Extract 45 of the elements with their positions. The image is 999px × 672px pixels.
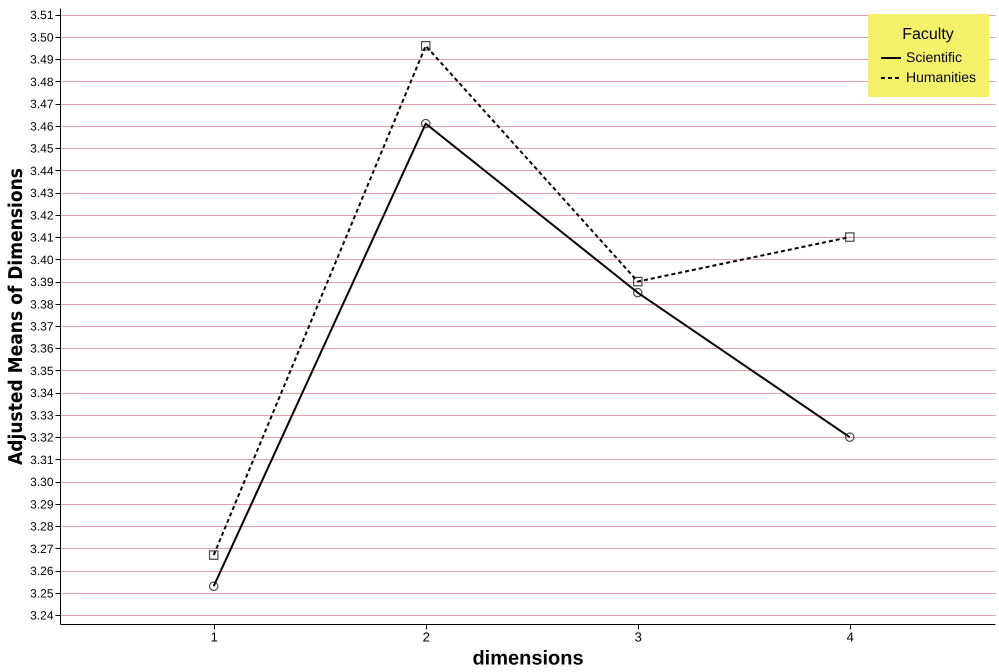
y-tick-label: 3.41 (30, 230, 54, 245)
y-tick-label: 3.24 (30, 608, 54, 623)
y-tick-label: 3.25 (30, 586, 54, 600)
y-tick-label: 3.45 (30, 142, 54, 156)
y-tick-label: 3.34 (30, 386, 54, 400)
y-tick-label: 3.29 (30, 497, 54, 512)
y-tick-label: 3.37 (30, 320, 54, 334)
point (208, 581, 218, 591)
y-tick-label: 3.51 (30, 8, 54, 22)
y-axis-title: Adjusted Means of Dimensions (5, 168, 28, 465)
point (632, 276, 643, 286)
y-tick-label: 3.49 (30, 52, 54, 67)
legend-label: Scientific (906, 49, 962, 65)
y-tick-label: 3.30 (30, 475, 54, 490)
legend-title: Faculty (902, 26, 954, 43)
point (420, 41, 431, 51)
y-tick-label: 3.28 (30, 520, 54, 534)
y-tick-label: 3.35 (30, 364, 54, 378)
x-tick-label: 4 (846, 630, 854, 644)
y-tick-label: 3.36 (30, 342, 54, 356)
y-tick-label: 3.40 (30, 252, 54, 267)
x-tick-label: 1 (210, 630, 218, 644)
x-axis-title: dimensions (472, 648, 584, 670)
y-tick-label: 3.44 (30, 164, 54, 178)
y-tick-label: 3.32 (30, 430, 54, 445)
point (632, 288, 643, 298)
y-tick-label: 3.46 (30, 119, 54, 134)
point (420, 118, 431, 128)
y-tick-label: 3.33 (30, 408, 54, 422)
y-tick-label: 3.42 (30, 208, 54, 222)
point (844, 432, 855, 442)
y-tick-label: 3.39 (30, 275, 54, 290)
point (844, 232, 855, 242)
legend-label: Humanities (906, 69, 976, 85)
y-tick-label: 3.48 (30, 74, 54, 89)
y-tick-label: 3.50 (30, 30, 54, 44)
y-tick-label: 3.26 (30, 564, 54, 578)
y-tick-label: 3.27 (30, 542, 54, 556)
x-tick-label: 2 (422, 630, 430, 644)
point (208, 550, 218, 560)
y-tick-label: 3.31 (30, 452, 54, 467)
y-tick-label: 3.47 (30, 97, 54, 112)
y-tick-label: 3.43 (30, 186, 54, 200)
x-tick-label: 3 (634, 630, 642, 644)
y-tick-label: 3.38 (30, 297, 54, 312)
